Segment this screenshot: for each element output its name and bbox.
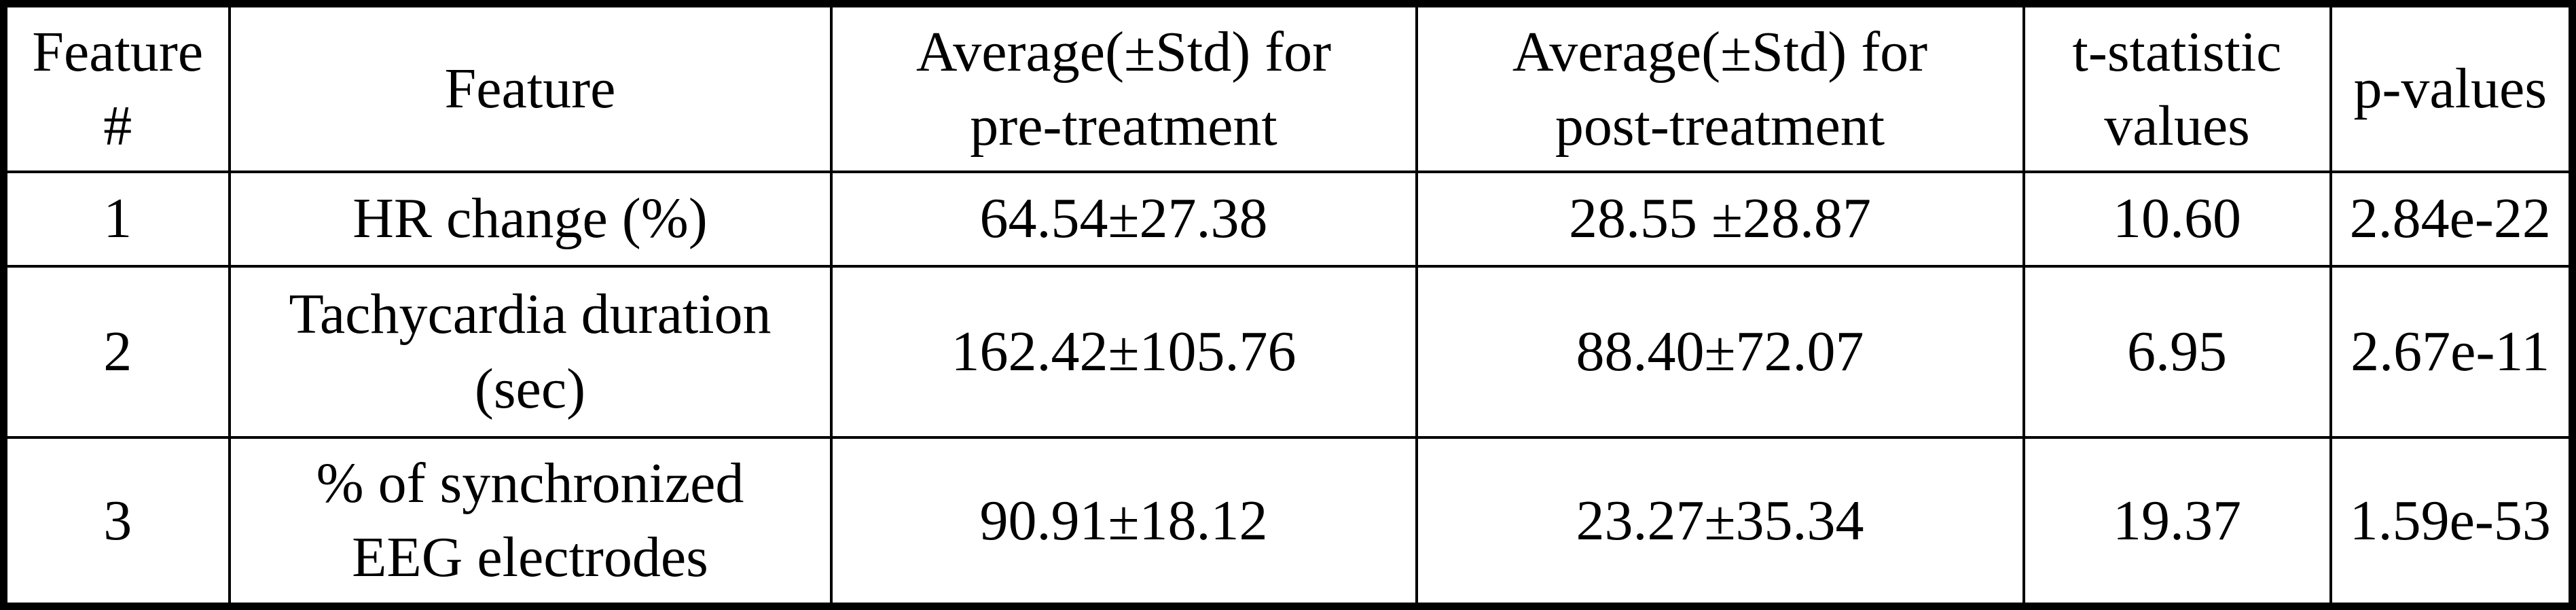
- cell-t-statistic: 10.60: [2022, 170, 2332, 268]
- feature-name-line: HR change (%): [352, 187, 708, 251]
- header-line: Feature: [32, 20, 204, 84]
- header-line: t-statistic: [2072, 20, 2282, 84]
- cell-feature-name: Tachycardia duration (sec): [228, 264, 833, 439]
- header-line: post-treatment: [1555, 94, 1885, 158]
- cell-feature-number: 2: [2, 264, 231, 439]
- col-header-pre-treatment: Average(±Std) for pre-treatment: [829, 2, 1418, 173]
- cell-pre-treatment: 162.42±105.76: [829, 264, 1418, 439]
- col-header-feature-number: Feature #: [2, 2, 231, 173]
- feature-name-line: (sec): [474, 357, 586, 420]
- table-row: 1 HR change (%) 64.54±27.38 28.55 ±28.87…: [2, 170, 2574, 268]
- col-header-post-treatment: Average(±Std) for post-treatment: [1415, 2, 2025, 173]
- cell-post-treatment: 28.55 ±28.87: [1415, 170, 2025, 268]
- header-line: pre-treatment: [970, 94, 1277, 158]
- cell-post-treatment: 23.27±35.34: [1415, 435, 2025, 608]
- cell-pre-treatment: 90.91±18.12: [829, 435, 1418, 608]
- header-line: values: [2104, 94, 2250, 158]
- cell-t-statistic: 6.95: [2022, 264, 2332, 439]
- cell-post-treatment: 88.40±72.07: [1415, 264, 2025, 439]
- feature-name-line: EEG electrodes: [352, 526, 708, 590]
- cell-feature-number: 3: [2, 435, 231, 608]
- cell-feature-name: % of synchronized EEG electrodes: [228, 435, 833, 608]
- table-row: 2 Tachycardia duration (sec) 162.42±105.…: [2, 264, 2574, 439]
- table-row: 3 % of synchronized EEG electrodes 90.91…: [2, 435, 2574, 608]
- cell-t-statistic: 19.37: [2022, 435, 2332, 608]
- col-header-feature: Feature: [228, 2, 833, 173]
- cell-p-value: 2.67e-11: [2329, 264, 2574, 439]
- col-header-t-statistic: t-statistic values: [2022, 2, 2332, 173]
- cell-pre-treatment: 64.54±27.38: [829, 170, 1418, 268]
- cell-feature-name: HR change (%): [228, 170, 833, 268]
- cell-p-value: 2.84e-22: [2329, 170, 2574, 268]
- header-line: #: [103, 94, 132, 158]
- feature-name-line: Tachycardia duration: [289, 283, 772, 346]
- header-line: Average(±Std) for: [915, 20, 1332, 84]
- header-row: Feature # Feature Average(±Std) for pre-…: [2, 2, 2574, 173]
- cell-feature-number: 1: [2, 170, 231, 268]
- feature-name-line: % of synchronized: [316, 452, 744, 516]
- header-line: Average(±Std) for: [1512, 20, 1928, 84]
- header-line: Feature: [444, 57, 616, 121]
- cell-p-value: 1.59e-53: [2329, 435, 2574, 608]
- col-header-p-values: p-values: [2329, 2, 2574, 173]
- header-line: p-values: [2353, 57, 2547, 121]
